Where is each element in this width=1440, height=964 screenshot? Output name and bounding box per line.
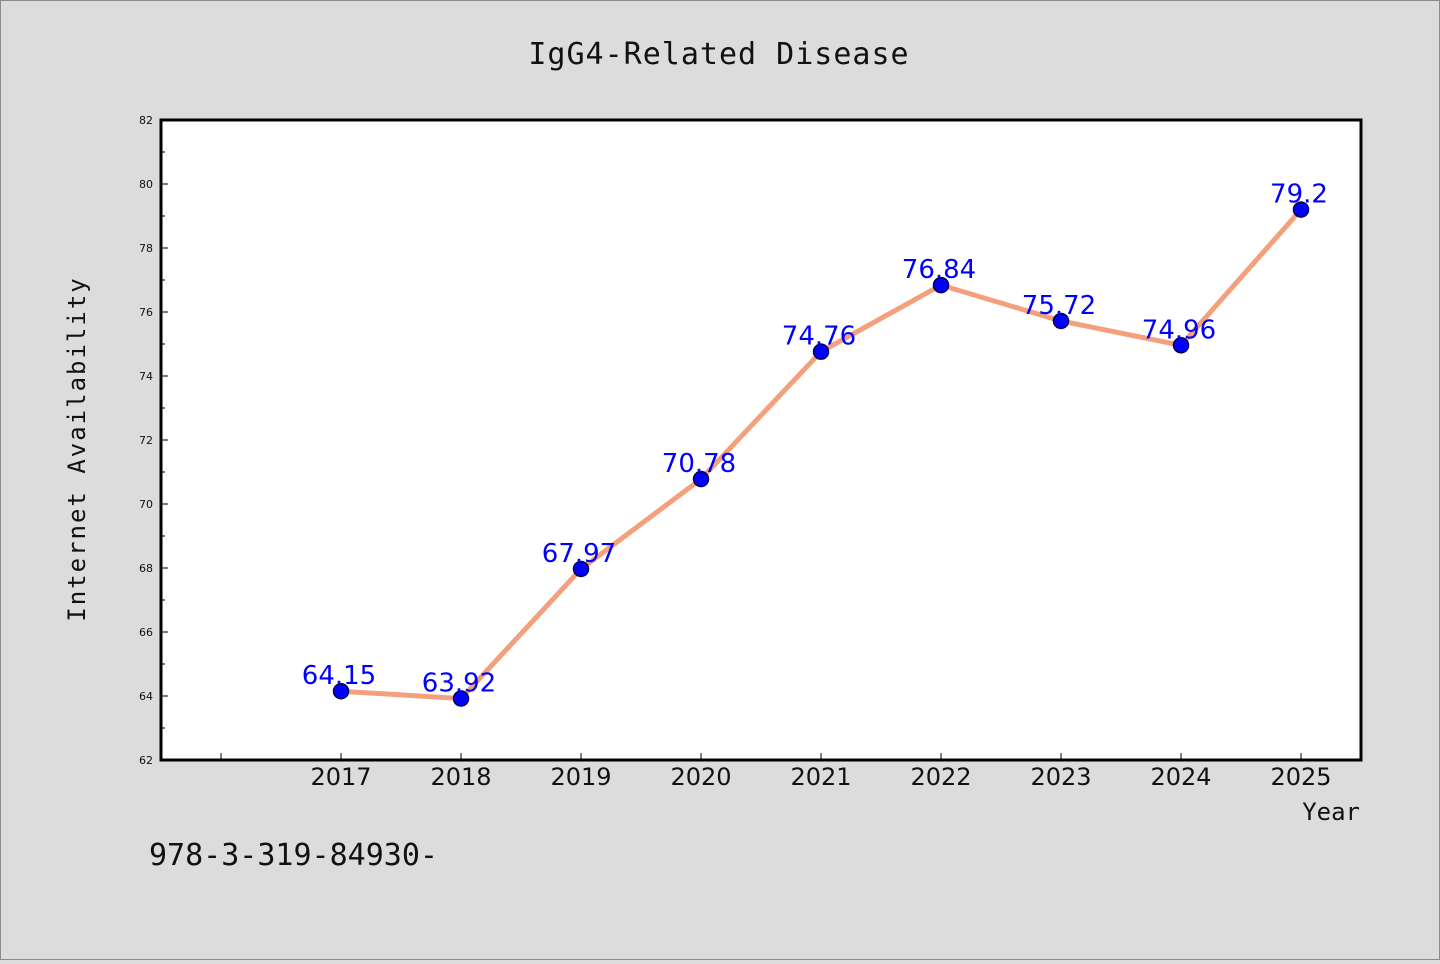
data-label: 74.76	[782, 322, 856, 352]
chart-title: IgG4-Related Disease	[528, 37, 909, 72]
y-tick-label: 80	[139, 178, 153, 191]
plot-area	[159, 118, 1363, 762]
y-tick-label: 62	[139, 754, 153, 767]
data-point	[1292, 201, 1310, 218]
x-tick-label: 2017	[310, 763, 371, 791]
y-axis-ticks: 62 64 66 68 70 72 74 76 78 80 82	[139, 114, 168, 767]
y-tick-label: 78	[139, 242, 153, 255]
x-tick-label: 2018	[430, 763, 491, 791]
data-labels: 64.15 63.92 67.97 70.78 74.76 76.84 75.72 74.96…	[302, 180, 1328, 699]
y-tick-label: 64	[139, 690, 153, 703]
y-tick-label: 82	[139, 114, 153, 127]
data-markers	[332, 201, 1310, 707]
data-label: 63.92	[422, 669, 496, 699]
x-tick-label: 2023	[1030, 763, 1091, 791]
data-point	[932, 276, 950, 294]
data-label: 75.72	[1022, 291, 1096, 321]
data-point	[692, 470, 710, 488]
x-axis-label: Year	[1302, 798, 1360, 826]
x-tick-label: 2022	[910, 763, 971, 791]
y-tick-label: 72	[139, 434, 153, 447]
x-tick-label: 2020	[670, 763, 731, 791]
x-tick-label: 2024	[1150, 763, 1211, 791]
data-point	[1172, 337, 1190, 354]
data-label: 74.96	[1142, 315, 1216, 345]
data-point	[572, 560, 590, 578]
x-tick-label: 2025	[1270, 763, 1331, 791]
y-tick-label: 76	[139, 306, 153, 319]
data-label: 70.78	[662, 449, 736, 479]
isbn-annotation: 978-3-319-84930-	[149, 838, 438, 873]
data-label: 76.84	[902, 255, 976, 285]
x-axis-ticks: 2017 2018 2019 2020 2021 2022 2023 2024 2025	[220, 753, 1332, 791]
data-label: 64.15	[302, 661, 376, 691]
y-tick-label: 74	[139, 370, 153, 383]
data-point	[452, 690, 470, 707]
y-tick-label: 70	[139, 498, 153, 511]
x-tick-label: 2021	[790, 763, 851, 791]
data-label: 67.97	[542, 539, 616, 569]
data-point	[332, 682, 350, 700]
data-point	[812, 343, 830, 360]
y-axis-label: Internet Availability	[63, 276, 91, 621]
y-tick-label: 66	[139, 626, 153, 639]
data-label: 79.2	[1270, 180, 1328, 210]
y-tick-label: 68	[139, 562, 153, 575]
x-tick-label: 2019	[550, 763, 611, 791]
data-point	[1052, 312, 1070, 330]
